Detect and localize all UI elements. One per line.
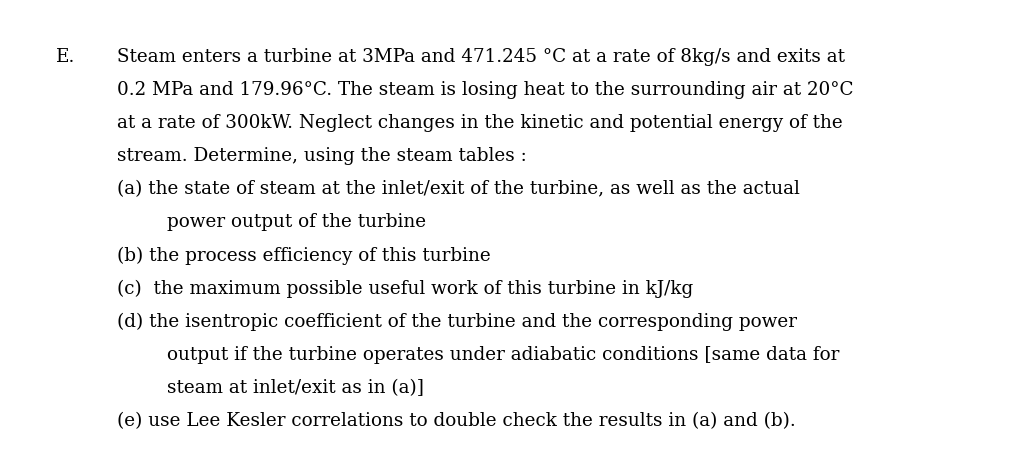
Text: (c)  the maximum possible useful work of this turbine in kJ/kg: (c) the maximum possible useful work of … <box>117 280 693 298</box>
Text: (e) use Lee Kesler correlations to double check the results in (a) and (b).: (e) use Lee Kesler correlations to doubl… <box>117 412 796 430</box>
Text: output if the turbine operates under adiabatic conditions [same data for: output if the turbine operates under adi… <box>167 346 839 364</box>
Text: (d) the isentropic coefficient of the turbine and the corresponding power: (d) the isentropic coefficient of the tu… <box>117 313 797 331</box>
Text: stream. Determine, using the steam tables :: stream. Determine, using the steam table… <box>117 147 527 165</box>
Text: steam at inlet/exit as in (a)]: steam at inlet/exit as in (a)] <box>167 379 424 397</box>
Text: E.: E. <box>56 48 75 66</box>
Text: at a rate of 300kW. Neglect changes in the kinetic and potential energy of the: at a rate of 300kW. Neglect changes in t… <box>117 114 842 132</box>
Text: 0.2 MPa and 179.96°C. The steam is losing heat to the surrounding air at 20°C: 0.2 MPa and 179.96°C. The steam is losin… <box>117 81 854 99</box>
Text: Steam enters a turbine at 3MPa and 471.245 °C at a rate of 8kg/s and exits at: Steam enters a turbine at 3MPa and 471.2… <box>117 48 844 66</box>
Text: (a) the state of steam at the inlet/exit of the turbine, as well as the actual: (a) the state of steam at the inlet/exit… <box>117 180 800 198</box>
Text: (b) the process efficiency of this turbine: (b) the process efficiency of this turbi… <box>117 247 490 265</box>
Text: power output of the turbine: power output of the turbine <box>167 213 426 232</box>
